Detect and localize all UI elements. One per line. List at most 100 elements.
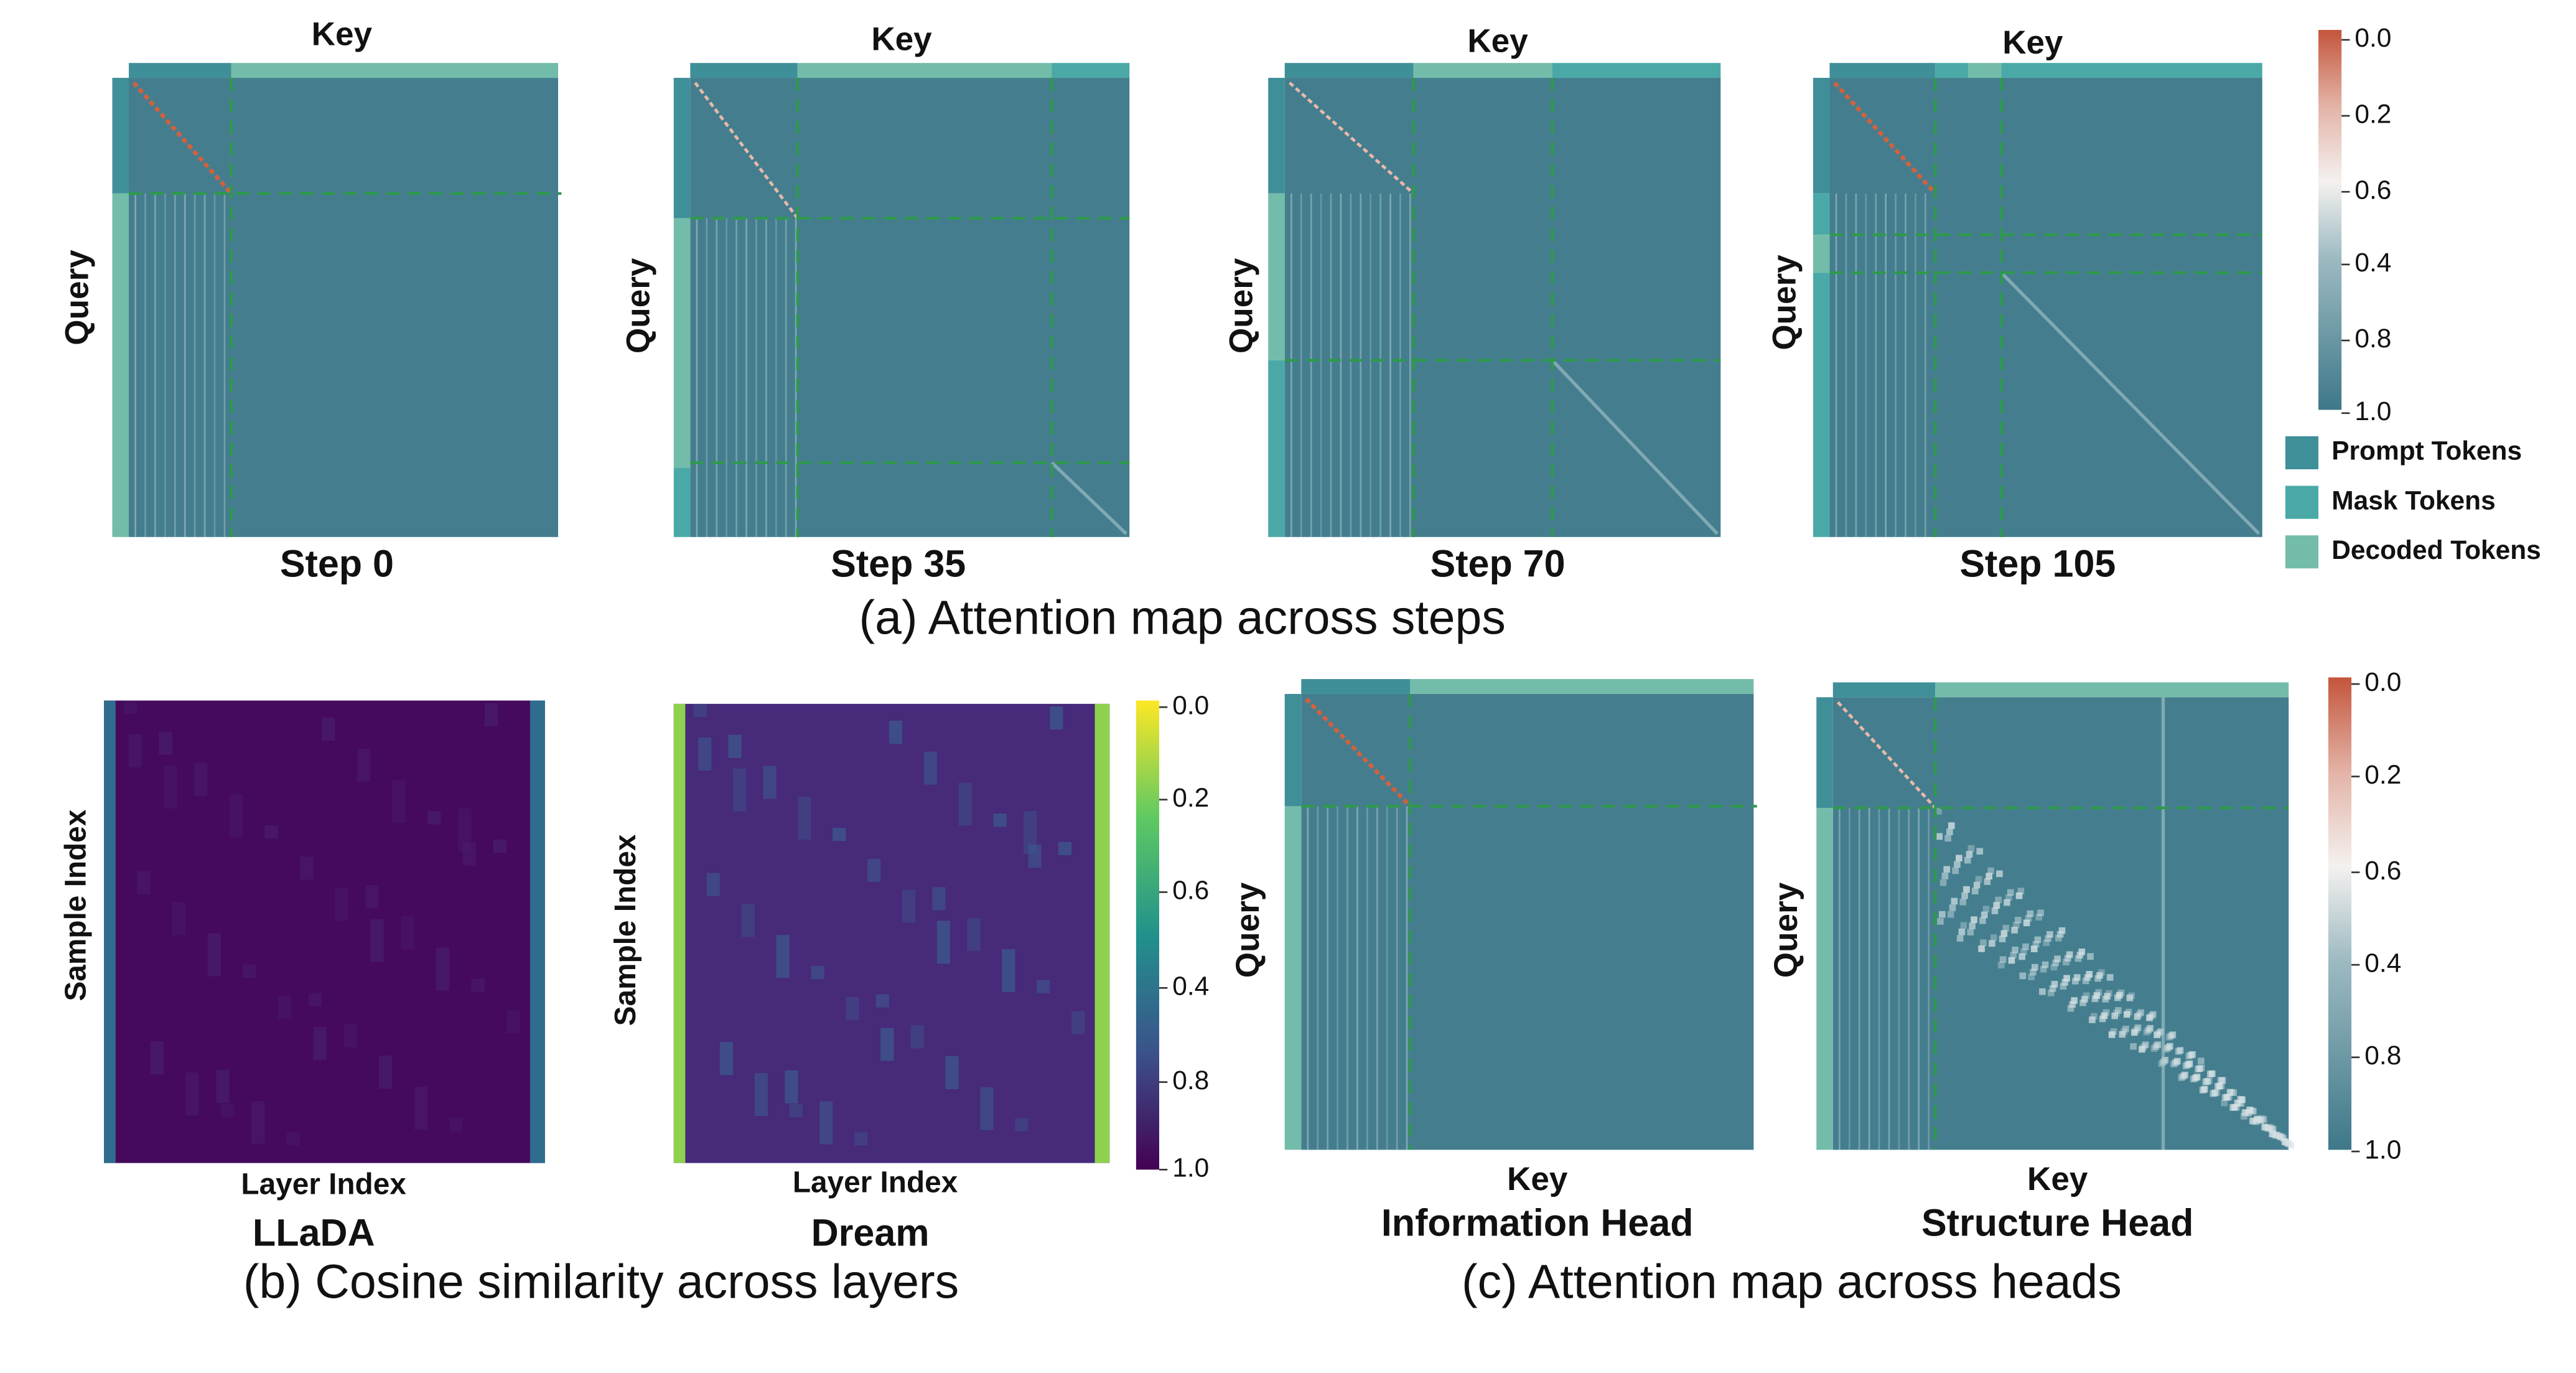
query-token-bar: [112, 193, 129, 537]
attention-cell: [1995, 896, 2002, 904]
attention-cell: [2154, 1041, 2161, 1048]
heatmap-cell: [763, 766, 777, 799]
attention-cell: [2208, 1070, 2216, 1077]
attention-cell: [2043, 939, 2050, 946]
attention-cell: [2277, 1133, 2284, 1140]
attention-cell: [1991, 907, 1999, 914]
heatmap-cell: [854, 1132, 868, 1146]
attention-cell: [2004, 899, 2010, 906]
colorbar-label: 0.8: [2354, 324, 2391, 353]
attention-cell: [2135, 1011, 2143, 1018]
attention-cell: [2211, 1089, 2219, 1097]
heatmap-cell: [693, 703, 707, 718]
attention-cell: [2098, 969, 2105, 976]
heatmap-cell: [945, 1056, 959, 1090]
attention-cell: [2081, 996, 2088, 1003]
heatmap-cell: [194, 762, 208, 796]
edge-column: [673, 703, 686, 1163]
query-token-bar: [1813, 235, 1830, 273]
attention-cell: [2066, 951, 2073, 958]
heatmap-cell: [789, 1104, 803, 1118]
attention-cell: [2219, 1077, 2226, 1084]
heatmap-cell: [185, 1072, 199, 1116]
attention-cell: [2130, 1043, 2137, 1050]
colorbar-label: 0.4: [2364, 948, 2401, 977]
heatmap-cell: [967, 918, 981, 952]
attention-cell: [2246, 1107, 2253, 1113]
attention-cell: [1956, 855, 1962, 862]
query-label: Query: [1766, 255, 1803, 350]
heatmap-cell: [462, 842, 476, 866]
key-token-bar: [1832, 682, 1936, 698]
attention-cell: [2064, 955, 2071, 962]
attention-cell: [2046, 931, 2053, 938]
heatmap-cell: [936, 921, 951, 964]
attention-cell: [1999, 935, 2006, 942]
attention-cell: [2047, 990, 2055, 996]
query-label: Query: [1230, 882, 1266, 978]
attention-cell: [2025, 915, 2032, 922]
attention-cell: [2147, 1024, 2154, 1032]
attention-cell: [2241, 1113, 2247, 1120]
attention-cell: [2056, 930, 2064, 938]
heatmap-cell: [150, 1041, 164, 1075]
heatmap-cell: [343, 1024, 357, 1047]
query-token-bar: [112, 78, 129, 194]
attention-cell: [2045, 935, 2051, 942]
attention-cell: [2166, 1043, 2173, 1050]
attention-cell: [2060, 983, 2067, 990]
colorbar-label: 0.2: [1172, 783, 1209, 812]
attention-diagonal: [1050, 461, 1127, 535]
attention-cell: [1948, 822, 1955, 829]
attention-cell: [1982, 906, 1990, 912]
attention-cell: [2015, 892, 2023, 899]
heatmap-cell: [243, 964, 256, 978]
heatmap-cell: [1023, 810, 1037, 854]
heatmap-cell: [741, 904, 755, 937]
attention-cell: [2115, 1007, 2122, 1014]
key-token-bar: [2001, 63, 2262, 78]
attention-cell: [2169, 1031, 2177, 1038]
attention-cell: [2236, 1100, 2243, 1107]
attention-cell: [1997, 962, 2005, 969]
query-token-bar: [1816, 697, 1833, 808]
key-label: Key: [1467, 22, 1528, 59]
heatmap-cell: [728, 734, 742, 758]
heatmap-cell: [958, 782, 972, 826]
heatmap-cell: [993, 813, 1007, 827]
attention-cell: [1959, 898, 1967, 906]
heatmap-cell: [414, 1087, 427, 1130]
attention-cell: [2034, 936, 2042, 944]
heatmap-cell: [880, 1028, 894, 1061]
legend-swatch: [2285, 535, 2318, 569]
attention-cell: [2177, 1047, 2184, 1054]
attention-cell: [2241, 1109, 2249, 1116]
key-token-bar: [1410, 679, 1754, 694]
attention-cell: [2126, 994, 2134, 1001]
attention-cell: [1958, 928, 1966, 935]
attention-cell: [2272, 1132, 2279, 1139]
heatmap-cell: [798, 797, 811, 840]
colorbar-label: 1.0: [2364, 1135, 2401, 1164]
attention-cell: [1943, 866, 1951, 873]
attention-cell: [1944, 835, 1951, 842]
attention-cell: [2079, 999, 2086, 1006]
heatmap-cell: [1028, 845, 1042, 868]
heatmap-cell: [308, 993, 322, 1006]
attention-cell: [2011, 927, 2018, 934]
heatmap-cell: [172, 902, 186, 935]
caption: (b) Cosine similarity across layers: [243, 1255, 959, 1308]
attention-cell: [2131, 1029, 2138, 1036]
attention-cell: [2113, 1010, 2120, 1017]
query-token-bar: [1813, 78, 1830, 194]
heatmap-cell: [278, 995, 292, 1019]
attention-cell: [2032, 940, 2040, 948]
attention-cell: [2055, 934, 2062, 942]
attention-cell: [1941, 873, 1949, 879]
attention-cell: [2028, 973, 2035, 981]
edge-column: [104, 700, 116, 1163]
query-token-bar: [1813, 193, 1830, 235]
attention-cell: [2116, 991, 2123, 999]
attention-cell: [1964, 856, 1971, 864]
colorbar: [2318, 30, 2342, 410]
